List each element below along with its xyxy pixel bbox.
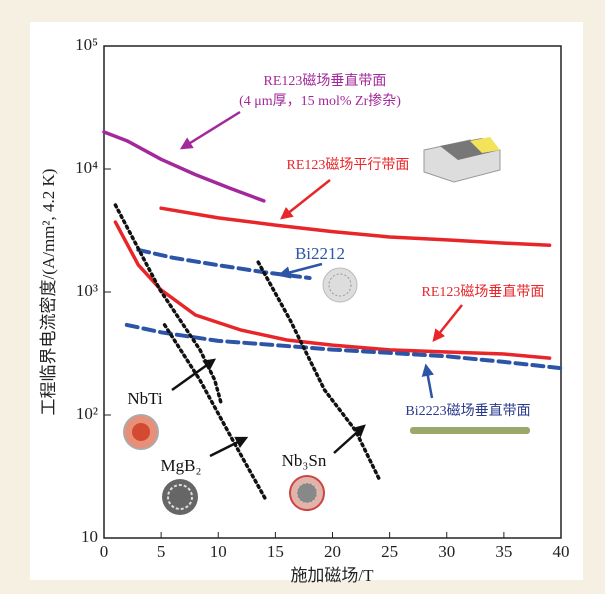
x-tick-label: 25: [381, 542, 398, 561]
x-tick-label: 30: [438, 542, 455, 561]
y-tick-label: 10³: [76, 281, 98, 300]
series-label: Bi2212: [295, 244, 345, 263]
series-label: Bi2223磁场垂直带面: [405, 402, 530, 419]
series-label: RE123磁场垂直带面: [264, 72, 387, 89]
x-tick-label: 15: [267, 542, 284, 561]
series-label: RE123磁场垂直带面: [422, 283, 545, 300]
y-tick-label: 10²: [76, 404, 98, 423]
y-axis-label: 工程临界电流密度/(A/mm², 4.2 K): [39, 169, 58, 416]
nb3sn-wire-icon: [290, 476, 324, 510]
x-tick-label: 40: [553, 542, 570, 561]
series-label: RE123磁场平行带面: [287, 157, 410, 173]
chart: 施加磁场/T 工程临界电流密度/(A/mm², 4.2 K) 0 5 10 15 20 2…: [0, 0, 605, 594]
series-label: NbTi: [127, 389, 163, 408]
series-label: Nb₃Sn: [282, 451, 327, 470]
bi2223-tape-icon: [410, 427, 530, 434]
x-tick-label: 5: [157, 542, 166, 561]
y-tick-label: 10⁴: [75, 158, 98, 177]
y-tick-label: 10: [81, 527, 98, 546]
series-label: MgB₂: [161, 456, 202, 475]
x-axis-label: 施加磁场/T: [290, 566, 374, 585]
y-tick-label: 10⁵: [75, 35, 98, 54]
bi2212-wire-icon: [323, 268, 357, 302]
x-tick-label: 20: [324, 542, 341, 561]
x-tick-label: 0: [100, 542, 109, 561]
series-annotation: (4 μm厚，15 mol% Zr掺杂): [239, 92, 401, 109]
x-tick-label: 35: [495, 542, 512, 561]
x-tick-label: 10: [210, 542, 227, 561]
nbti-wire-icon: [124, 415, 158, 449]
mgb2-wire-icon: [162, 479, 198, 515]
